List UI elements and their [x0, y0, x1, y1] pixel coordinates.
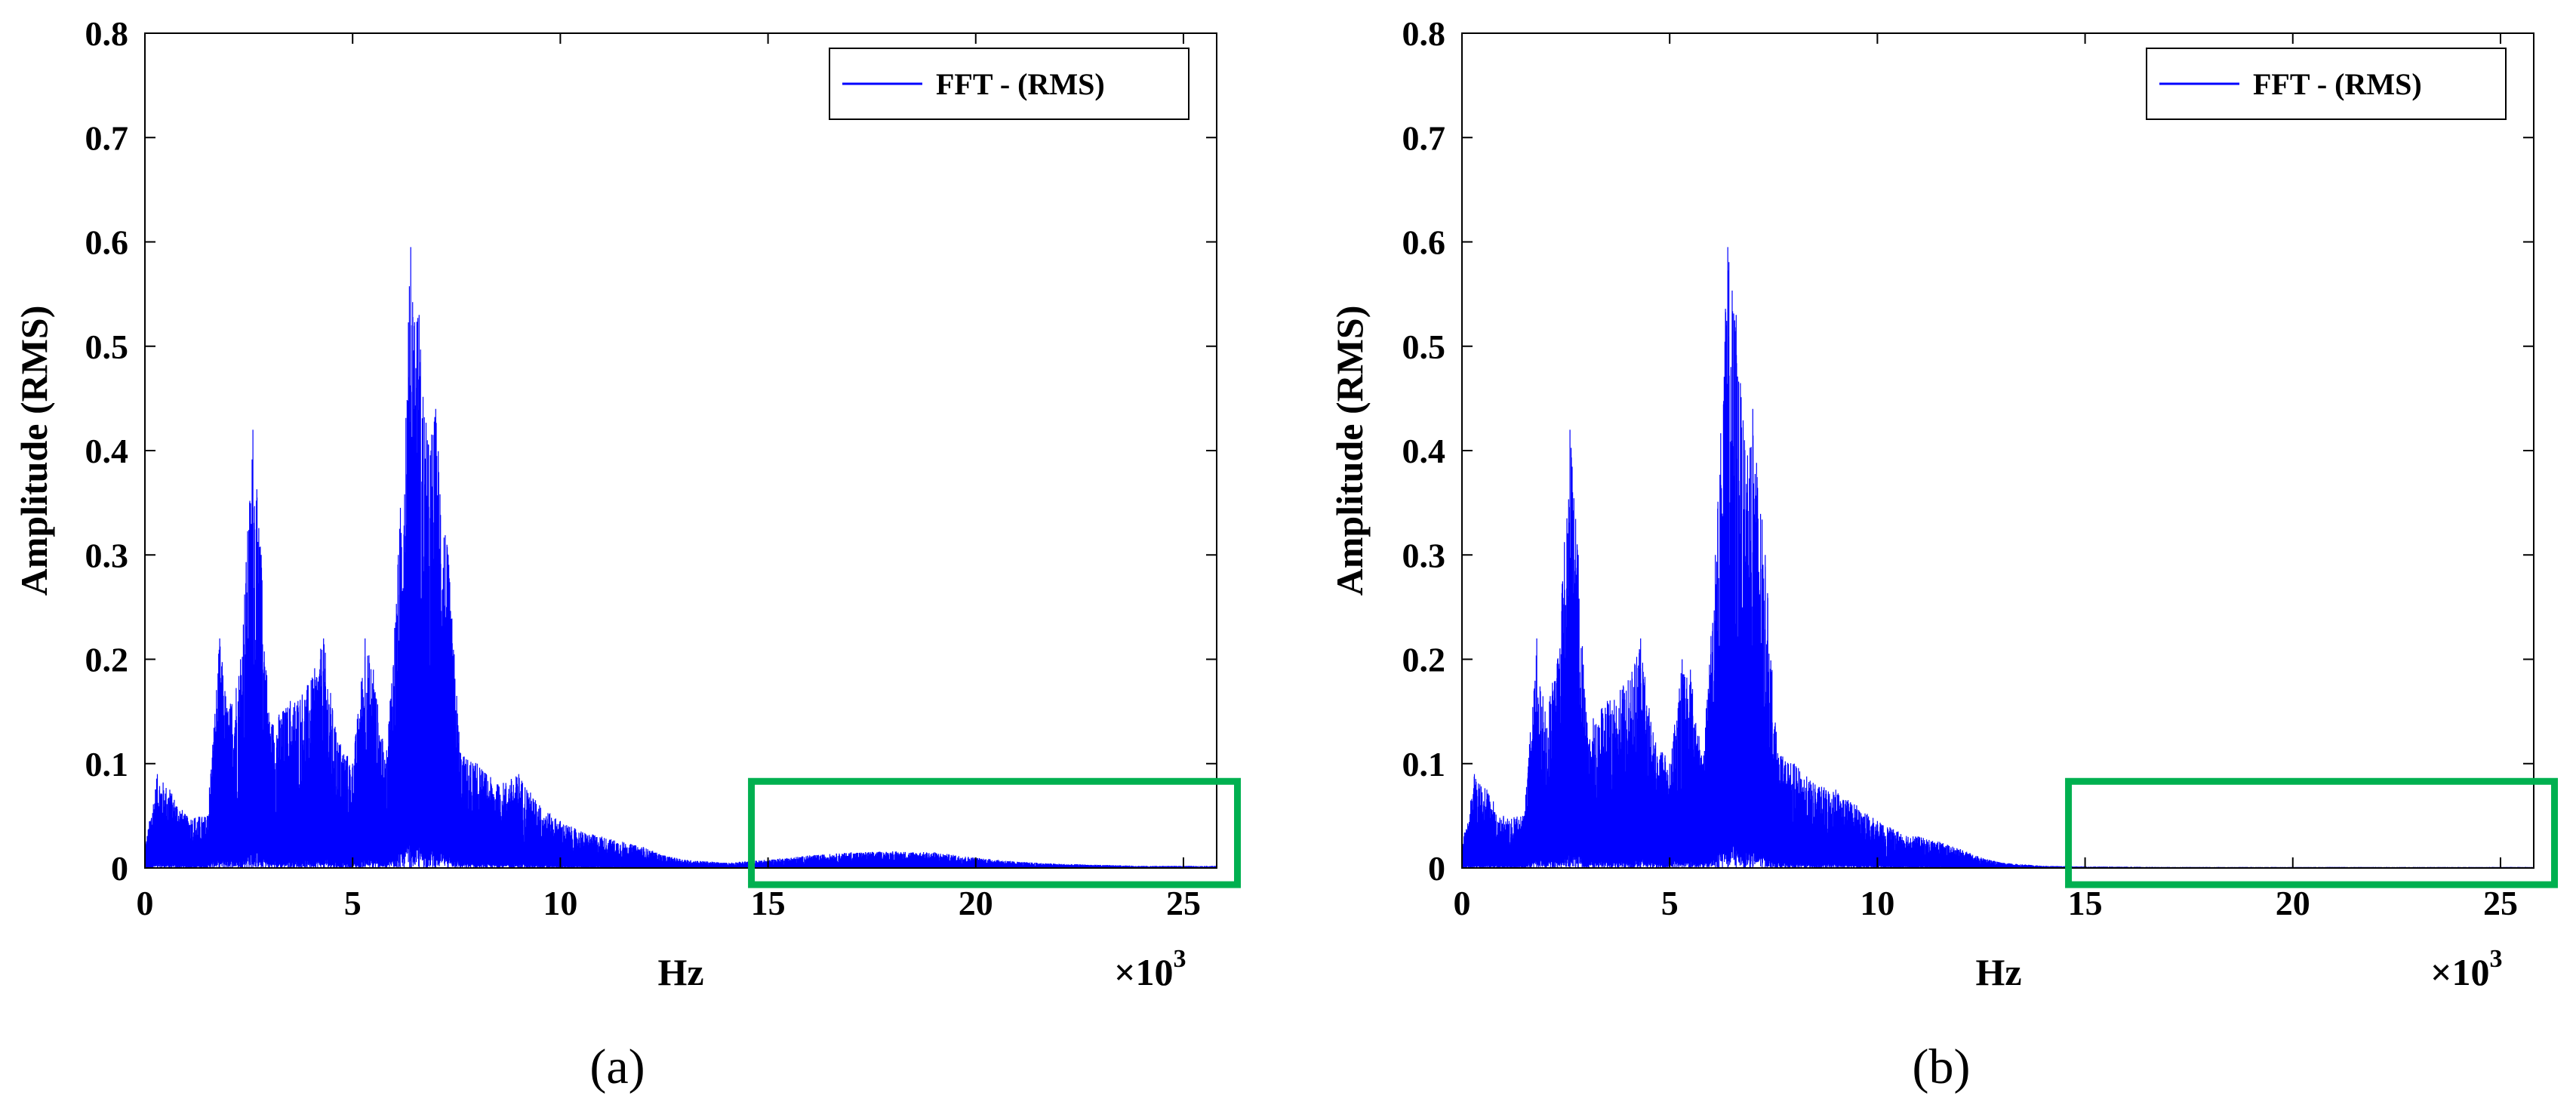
x-tick-label: 10 [543, 884, 577, 922]
legend-entry: FFT - (RMS) [936, 67, 1105, 101]
y-tick-label: 0.3 [85, 536, 129, 574]
x-axis-multiplier: ×103 [1114, 945, 1186, 993]
x-tick-label: 25 [2483, 884, 2518, 922]
x-multiplier-base: ×10 [2430, 951, 2490, 993]
x-tick-label: 0 [1454, 884, 1471, 922]
y-axis-label: Amplitude (RMS) [1328, 306, 1371, 596]
y-tick-label: 0 [111, 849, 128, 888]
x-tick-label: 0 [137, 884, 154, 922]
y-tick-label: 0.4 [85, 432, 129, 470]
y-tick-label: 0.3 [1402, 536, 1446, 574]
y-tick-label: 0.1 [85, 745, 129, 783]
fft-series-a [144, 247, 1217, 868]
tick-marks-a [144, 32, 1217, 869]
y-tick-labels-a: 0 0.1 0.2 0.3 0.4 0.5 0.6 0.7 0.8 [85, 14, 129, 888]
x-tick-label: 5 [1661, 884, 1679, 922]
x-tick-label: 25 [1166, 884, 1201, 922]
x-multiplier-base: ×10 [1114, 951, 1174, 993]
x-tick-label: 5 [344, 884, 362, 922]
x-axis-label: Hz [1975, 951, 2021, 993]
x-tick-labels-a: 0 5 10 15 20 25 [137, 884, 1201, 922]
highlight-region-box [748, 777, 1242, 888]
x-tick-labels-b: 0 5 10 15 20 25 [1454, 884, 2518, 922]
y-tick-label: 0.8 [1402, 14, 1446, 53]
y-tick-label: 0.2 [1402, 641, 1446, 679]
x-tick-label: 20 [2276, 884, 2310, 922]
tick-marks-b [1461, 32, 2534, 869]
y-tick-label: 0.5 [85, 328, 129, 366]
y-tick-label: 0.7 [85, 118, 129, 157]
y-tick-label: 0.7 [1402, 118, 1446, 157]
x-multiplier-exponent: 3 [1174, 945, 1186, 973]
y-tick-label: 0.1 [1402, 745, 1446, 783]
y-axis-label: Amplitude (RMS) [13, 306, 55, 596]
legend-entry: FFT - (RMS) [2253, 67, 2422, 101]
panel-caption: (b) [1913, 1039, 1971, 1094]
x-tick-label: 15 [2068, 884, 2103, 922]
x-axis-multiplier: ×103 [2430, 945, 2503, 993]
x-multiplier-exponent: 3 [2490, 945, 2503, 973]
y-tick-label: 0 [1428, 849, 1445, 888]
y-tick-label: 0.6 [1402, 223, 1446, 262]
y-tick-label: 0.2 [85, 641, 129, 679]
x-axis-label: Hz [657, 951, 703, 993]
chart-panel-a: 0 0.1 0.2 0.3 0.4 0.5 0.6 0.7 0.8 0 5 10 15 20 25 Amp… [13, 14, 1242, 1094]
highlight-region-box [2065, 777, 2559, 888]
x-tick-label: 15 [751, 884, 786, 922]
x-tick-label: 20 [959, 884, 993, 922]
legend: FFT - (RMS) [2146, 48, 2507, 120]
y-tick-label: 0.5 [1402, 328, 1446, 366]
y-tick-label: 0.8 [85, 14, 129, 53]
panel-caption: (a) [589, 1039, 645, 1094]
legend: FFT - (RMS) [829, 48, 1190, 120]
fft-series-line [144, 247, 1217, 868]
y-tick-label: 0.4 [1402, 432, 1446, 470]
fft-series-b [1461, 247, 2534, 868]
x-tick-label: 10 [1860, 884, 1894, 922]
y-tick-labels-b: 0 0.1 0.2 0.3 0.4 0.5 0.6 0.7 0.8 [1402, 14, 1446, 888]
fft-series-line [1461, 247, 2534, 868]
chart-panel-b: 0 0.1 0.2 0.3 0.4 0.5 0.6 0.7 0.8 0 5 10 15 20 25 Amp… [1328, 14, 2559, 1094]
y-tick-label: 0.6 [85, 223, 129, 262]
